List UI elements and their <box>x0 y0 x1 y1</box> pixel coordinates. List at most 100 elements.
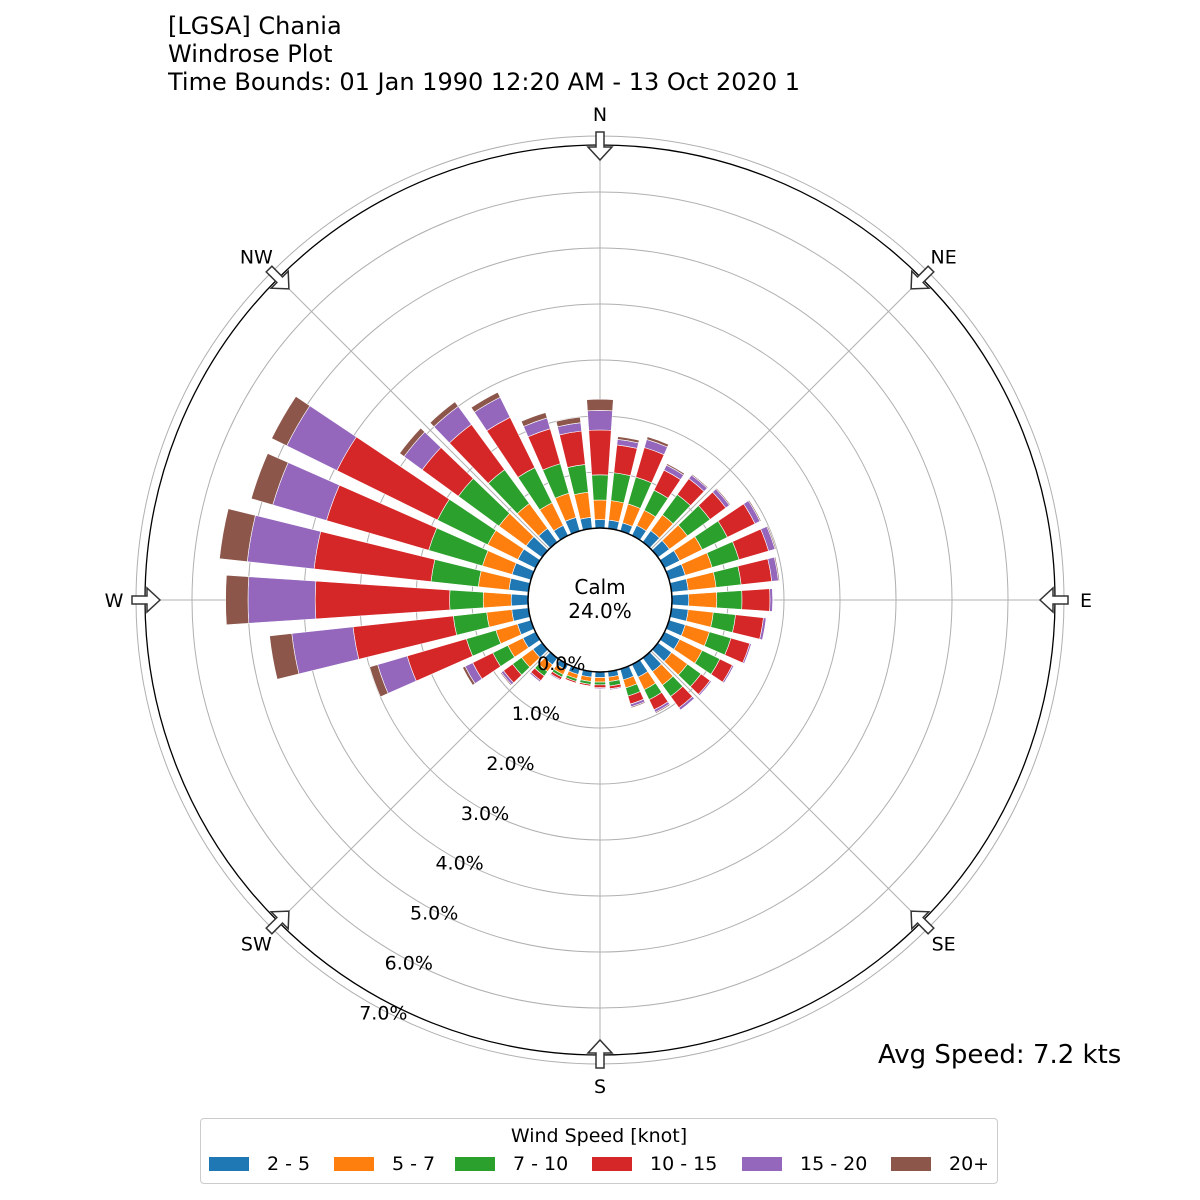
bar-segment <box>608 500 625 523</box>
bar-segment <box>225 574 250 626</box>
chart-title: [LGSA] Chania Windrose Plot Time Bounds:… <box>168 12 818 96</box>
calm-percent: 24.0% <box>568 599 632 623</box>
bar-segment <box>573 491 592 520</box>
bar-segment <box>549 674 561 682</box>
bar-segment <box>691 473 709 489</box>
bar-segment <box>555 416 582 428</box>
legend-label: 7 - 10 <box>513 1153 569 1175</box>
bar-segment <box>594 681 606 686</box>
bar-segment <box>511 607 531 622</box>
bar-segment <box>470 391 501 413</box>
bar-segment <box>772 588 774 612</box>
bar-segment <box>630 701 646 709</box>
bar-segment <box>369 664 389 698</box>
bar-segment <box>609 687 623 691</box>
bar-segment <box>429 401 459 428</box>
bar-segment <box>669 578 689 593</box>
legend-label: 10 - 15 <box>650 1153 718 1175</box>
bar-segment <box>741 588 771 612</box>
bar-segment <box>510 593 529 607</box>
compass-label: SW <box>241 934 272 956</box>
bar-segment <box>773 556 780 581</box>
bar-segment <box>747 499 762 522</box>
station-name: [LGSA] Chania <box>168 12 342 40</box>
legend-label: 20+ <box>949 1153 990 1175</box>
bar-segment <box>246 515 322 570</box>
legend-label: 15 - 20 <box>800 1153 868 1175</box>
bar-segment <box>399 427 426 458</box>
bar-segment <box>685 609 714 628</box>
compass-label: S <box>594 1076 606 1098</box>
radial-tick-label: 2.0% <box>486 753 534 775</box>
legend-item: 10 - 15 <box>592 1153 717 1175</box>
bar-segment <box>716 590 743 610</box>
avg-speed: Avg Speed: 7.2 kts <box>878 1040 1122 1070</box>
wind-direction-arrow-icon <box>265 265 290 290</box>
wind-direction-arrow-icon <box>1038 586 1069 614</box>
bar-segment <box>219 508 256 563</box>
bar-segment <box>587 410 613 431</box>
legend-swatch <box>592 1157 632 1171</box>
bar-segment <box>564 679 577 685</box>
bar-segment <box>666 463 686 476</box>
legend-swatch <box>334 1157 374 1171</box>
bar-segment <box>680 698 696 711</box>
bar-segment <box>508 577 531 593</box>
time-bounds: Time Bounds: 01 Jan 1990 12:20 AM - 13 O… <box>168 68 800 96</box>
bar-segment <box>588 429 612 476</box>
bar-segment <box>723 665 735 684</box>
bar-segment <box>732 614 764 640</box>
legend-title: Wind Speed [knot] <box>510 1125 688 1147</box>
bar-segment <box>477 570 512 591</box>
bar-segment <box>710 611 736 633</box>
wind-direction-arrow-icon <box>586 131 614 162</box>
bar-segment <box>654 703 671 714</box>
radial-tick-label: 0.0% <box>537 653 585 675</box>
bar-segment <box>743 643 753 665</box>
compass-label: NW <box>240 246 273 268</box>
compass-label: E <box>1080 590 1092 612</box>
bar-segment <box>528 672 541 683</box>
bar-segment <box>591 474 609 501</box>
wind-direction-arrow-icon <box>586 1038 614 1069</box>
bar-segment <box>291 626 360 675</box>
legend-swatch <box>891 1157 931 1171</box>
legend-item: 15 - 20 <box>742 1153 867 1175</box>
legend-item: 5 - 7 <box>334 1153 435 1175</box>
grid-spoke <box>277 650 550 923</box>
radial-tick-label: 5.0% <box>410 903 458 925</box>
compass-label: W <box>105 590 124 612</box>
bar-segment <box>646 436 669 448</box>
bar-segment <box>715 487 731 506</box>
bar-segment <box>594 519 606 529</box>
bar-segment <box>610 472 631 504</box>
legend-swatch <box>209 1157 249 1171</box>
bar-segment <box>586 398 614 412</box>
legend-item: 7 - 10 <box>455 1153 568 1175</box>
radial-tick-label: 6.0% <box>385 953 433 975</box>
calm-label: Calm <box>574 575 625 599</box>
bar-segment <box>452 611 490 636</box>
bar-segment <box>269 633 300 680</box>
wind-direction-arrow-icon <box>131 586 162 614</box>
legend-label: 5 - 7 <box>392 1153 436 1175</box>
wind-direction-arrow-icon <box>265 910 290 935</box>
bar-segment <box>685 571 717 591</box>
wind-direction-arrow-icon <box>910 910 935 935</box>
grid-spoke <box>277 277 550 550</box>
bar-segment <box>482 591 512 609</box>
compass-label: N <box>593 104 607 126</box>
bar-segment <box>449 589 484 611</box>
bar-segment <box>314 580 451 620</box>
grid-spoke <box>650 277 923 550</box>
bar-segment <box>593 499 607 521</box>
calm-circle <box>527 527 673 673</box>
bar-segment <box>688 591 718 609</box>
bar-segment <box>247 576 317 624</box>
bar-segment <box>486 609 515 628</box>
bar-segment <box>567 464 589 496</box>
grid-spoke <box>650 650 923 923</box>
bar-segment <box>613 444 638 477</box>
legend-item: 20+ <box>891 1153 989 1175</box>
